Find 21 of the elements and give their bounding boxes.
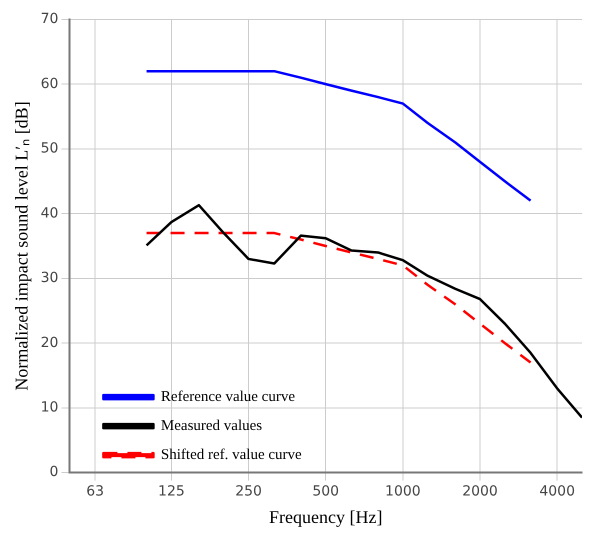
y-tick-label: 70 bbox=[40, 11, 58, 28]
legend-label: Measured values bbox=[160, 418, 262, 434]
x-tick-label: 1000 bbox=[385, 484, 421, 500]
x-tick-label: 125 bbox=[158, 484, 185, 500]
x-tick-label: 500 bbox=[312, 484, 340, 500]
line-series bbox=[145, 232, 532, 364]
x-axis-title: Frequency [Hz] bbox=[268, 506, 382, 527]
y-tick-label: 60 bbox=[40, 76, 58, 92]
y-axis-title: Normalized impact sound level L′ₙ [dB] bbox=[12, 101, 32, 391]
y-tick-label: 20 bbox=[40, 334, 58, 351]
legend-label: Shifted ref. value curve bbox=[160, 447, 302, 464]
y-tick-label: 50 bbox=[40, 140, 58, 157]
x-tick-label: 63 bbox=[86, 484, 104, 500]
y-tick-label: 40 bbox=[40, 205, 58, 222]
x-tick-label: 2000 bbox=[462, 484, 498, 500]
x-tick-label: 250 bbox=[235, 484, 262, 500]
legend-label: Reference value curve bbox=[160, 389, 296, 406]
y-tick-label: 0 bbox=[49, 464, 58, 480]
y-tick-label: 30 bbox=[40, 270, 58, 286]
x-tick-label: 4000 bbox=[539, 484, 575, 500]
y-tick-label: 10 bbox=[40, 400, 58, 416]
